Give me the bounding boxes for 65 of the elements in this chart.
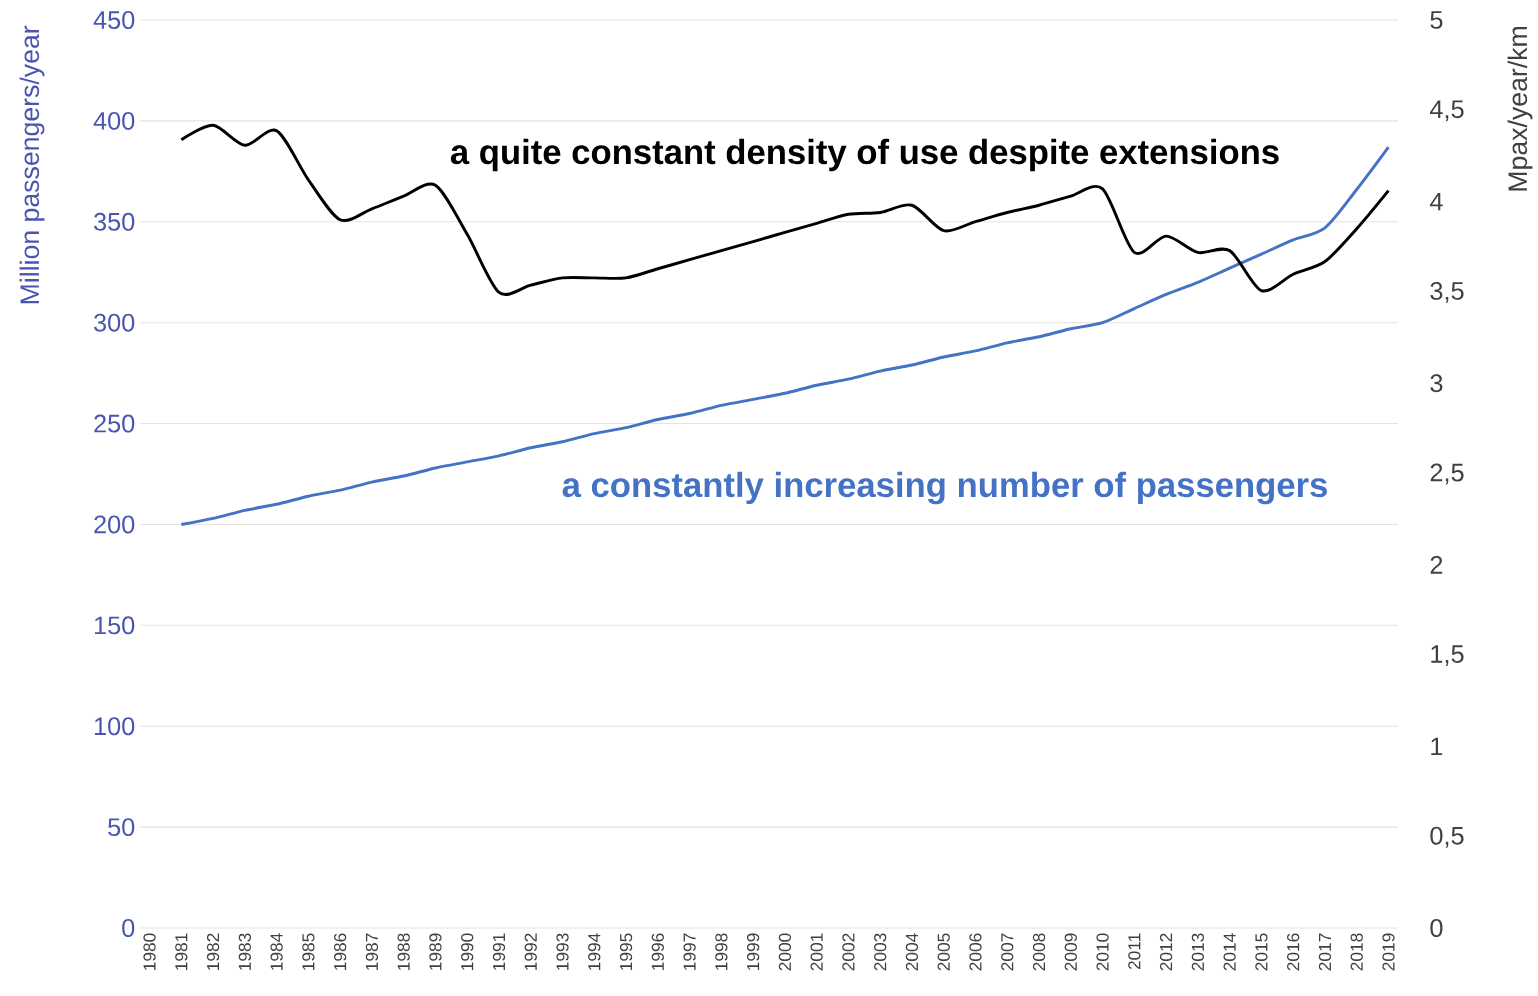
x-tick-label: 2003 [874, 933, 887, 971]
x-tick-label: 1996 [651, 933, 664, 970]
y2-tick-label: 1 [1431, 737, 1443, 756]
y2-tick-label: 2 [1430, 555, 1443, 574]
y2-tick-label: 2,5 [1430, 463, 1464, 485]
x-tick-label: 2019 [1382, 933, 1395, 971]
y2-tick-label: 0 [1430, 919, 1443, 937]
x-tick-label: 1997 [683, 933, 696, 970]
x-tick-label: 1981 [175, 933, 188, 970]
x-tick-label: 1987 [365, 933, 379, 970]
y-axis-title: Million passengers/year [19, 25, 45, 304]
y2-tick-label: 0,5 [1430, 826, 1464, 848]
y2-tick-label: 4 [1429, 192, 1443, 211]
x-tick-label: 2014 [1223, 933, 1236, 971]
y-tick-label: 450 [93, 11, 135, 29]
x-tick-label: 1986 [334, 933, 347, 970]
y-tick-label: 200 [94, 515, 135, 534]
x-tick-label: 1994 [588, 933, 601, 970]
y-tick-label: 0 [122, 919, 135, 937]
x-tick-label: 1988 [397, 933, 410, 970]
y-tick-label: 350 [93, 212, 135, 231]
y-tick-label: 300 [93, 313, 135, 332]
y-tick-label: 50 [108, 818, 135, 837]
y-tick-label: 100 [94, 717, 135, 736]
annotation: a quite constant density of use despite extensions [450, 138, 1279, 172]
y2-tick-label: 5 [1430, 11, 1443, 29]
y2-tick-label: 4,5 [1429, 100, 1464, 122]
y-tick-label: 400 [93, 111, 135, 130]
x-tick-label: 2012 [1159, 933, 1173, 971]
y-tick-label: 250 [94, 414, 135, 433]
y2-axis-title: Mpax/year/km [1507, 27, 1533, 191]
x-tick-label: 2001 [810, 933, 823, 971]
x-tick-label: 2007 [1001, 933, 1014, 971]
x-tick-label: 2009 [1064, 933, 1077, 971]
x-tick-label: 2004 [905, 933, 919, 971]
x-tick-label: 2018 [1350, 933, 1363, 971]
x-tick-label: 2015 [1255, 933, 1268, 971]
y-tick-label: 150 [94, 616, 135, 635]
x-tick-label: 2000 [778, 933, 792, 971]
annotation: a constantly increasing number of passengers [562, 471, 1327, 505]
x-tick-label: 2005 [937, 933, 950, 971]
x-tick-label: 1985 [302, 933, 315, 970]
x-tick-label: 1992 [524, 933, 537, 970]
y2-tick-label: 3,5 [1430, 281, 1464, 303]
x-tick-label: 1993 [556, 933, 569, 970]
x-tick-label: 1984 [270, 933, 283, 970]
x-tick-label: 1989 [429, 933, 442, 970]
x-tick-label: 1982 [206, 933, 220, 970]
y2-tick-label: 3 [1430, 374, 1443, 393]
x-tick-label: 1991 [492, 933, 506, 970]
x-tick-label: 2006 [969, 933, 982, 971]
y2-tick-label: 1,5 [1431, 645, 1464, 666]
x-tick-label: 2010 [1096, 933, 1109, 971]
x-tick-label: 2016 [1287, 933, 1300, 971]
x-tick-label: 2008 [1032, 933, 1046, 971]
x-tick-label: 2013 [1191, 933, 1205, 971]
x-tick-label: 1999 [746, 933, 760, 970]
x-tick-label: 1980 [143, 933, 156, 970]
x-tick-label: 2017 [1318, 933, 1332, 971]
x-tick-label: 2002 [842, 933, 855, 971]
x-tick-label: 1983 [238, 933, 251, 970]
x-tick-label: 1995 [619, 933, 633, 970]
x-tick-label: 2011 [1128, 933, 1141, 970]
x-tick-label: 1990 [461, 933, 474, 970]
x-tick-label: 1998 [715, 933, 728, 970]
